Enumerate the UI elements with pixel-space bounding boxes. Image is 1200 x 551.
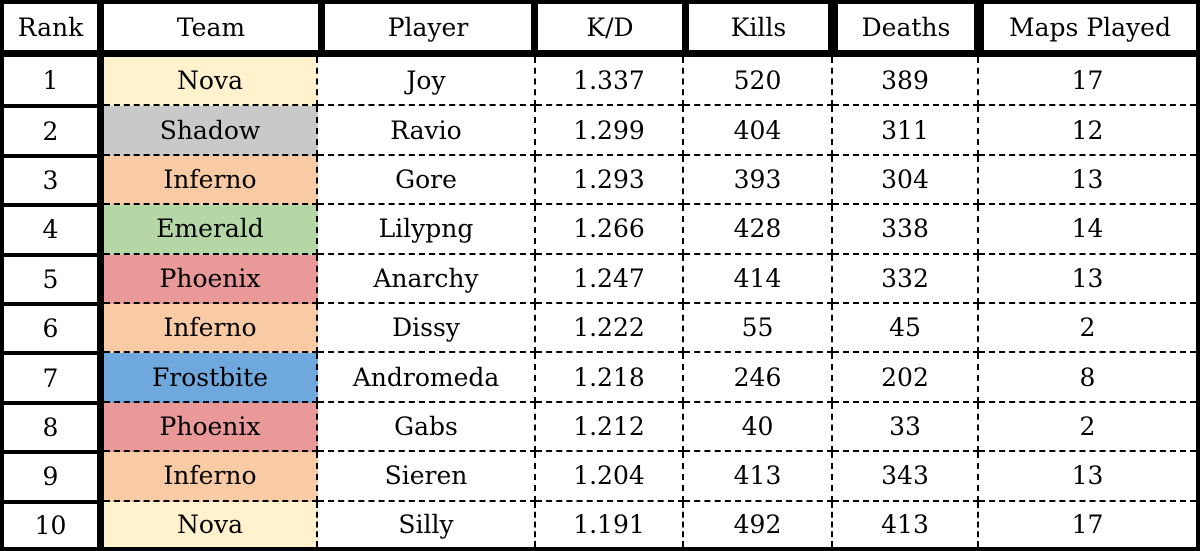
- cell-player: Gabs: [318, 402, 536, 453]
- cell-rank: 1: [4, 57, 97, 105]
- cell-team: Phoenix: [104, 254, 318, 304]
- cell-deaths: 202: [833, 353, 979, 403]
- cell-player: Joy: [318, 57, 536, 107]
- cell-kd: 1.293: [536, 155, 684, 206]
- cell-rank: 3: [4, 157, 97, 204]
- cell-kd: 1.222: [536, 304, 684, 354]
- cell-maps-played: 13: [979, 255, 1196, 304]
- cell-kills: 404: [684, 106, 833, 156]
- cell-team: Shadow: [104, 106, 318, 156]
- cell-player: Ravio: [318, 106, 536, 156]
- cell-kills: 246: [684, 353, 833, 403]
- column-header-kd: K/D: [538, 4, 682, 50]
- cell-team: Nova: [104, 57, 318, 107]
- cell-maps-played: 17: [979, 57, 1196, 107]
- column-header-team: Team: [104, 4, 318, 50]
- cell-deaths: 338: [833, 205, 979, 255]
- cell-player: Silly: [318, 501, 536, 547]
- cell-kills: 414: [684, 254, 833, 304]
- cell-rank: 5: [4, 256, 97, 302]
- cell-deaths: 45: [833, 304, 979, 354]
- cell-team: Inferno: [104, 452, 318, 502]
- cell-deaths: 413: [833, 501, 979, 547]
- column-header-rank: Rank: [4, 4, 97, 50]
- cell-rank: 4: [4, 207, 97, 253]
- cell-kills: 55: [684, 304, 833, 354]
- column-header-maps-played: Maps Played: [984, 4, 1196, 50]
- cell-maps-played: 8: [979, 353, 1196, 403]
- cell-kd: 1.212: [536, 402, 684, 453]
- cell-player: Gore: [318, 155, 536, 206]
- cell-rank: 6: [4, 306, 97, 352]
- cell-deaths: 33: [833, 402, 979, 453]
- cell-player: Andromeda: [318, 353, 536, 403]
- cell-team: Phoenix: [104, 402, 318, 453]
- cell-kills: 520: [684, 57, 833, 107]
- cell-kills: 393: [684, 155, 833, 206]
- cell-team: Inferno: [104, 155, 318, 206]
- cell-maps-played: 13: [979, 156, 1196, 206]
- cell-kd: 1.337: [536, 57, 684, 107]
- cell-maps-played: 13: [979, 452, 1196, 502]
- cell-maps-played: 17: [1071, 509, 1104, 539]
- cell-maps-played: 2: [979, 403, 1196, 453]
- cell-kd: 1.204: [536, 452, 684, 502]
- cell-kd: 1.299: [536, 106, 684, 156]
- cell-maps-played: 12: [979, 106, 1196, 156]
- cell-team: Emerald: [104, 205, 318, 255]
- cell-rank: 10: [4, 503, 97, 547]
- cell-team: Inferno: [104, 304, 318, 354]
- cell-rank: 9: [4, 454, 97, 500]
- cell-kd: 1.218: [536, 353, 684, 403]
- cell-player: Dissy: [318, 304, 536, 354]
- cell-kills: 492: [684, 501, 833, 547]
- cell-player: Lilypng: [318, 205, 536, 255]
- cell-maps-played: 2: [979, 304, 1196, 354]
- column-header-kills: Kills: [689, 4, 828, 50]
- cell-team: Nova: [104, 501, 318, 547]
- cell-kd: 1.247: [536, 254, 684, 304]
- cell-maps-played: 14: [979, 205, 1196, 255]
- column-header-player: Player: [325, 4, 531, 50]
- cell-deaths: 343: [833, 452, 979, 502]
- cell-kills: 413: [684, 452, 833, 502]
- cell-deaths: 304: [833, 155, 979, 206]
- cell-deaths: 311: [833, 106, 979, 156]
- cell-kd: 1.266: [536, 205, 684, 255]
- cell-deaths: 389: [833, 57, 979, 107]
- cell-kd: 1.191: [536, 501, 684, 547]
- cell-rank: 2: [4, 108, 97, 154]
- cell-deaths: 332: [833, 254, 979, 304]
- cell-player: Sieren: [318, 452, 536, 502]
- cell-rank: 7: [4, 355, 97, 401]
- cell-rank: 8: [4, 404, 97, 451]
- cell-kills: 40: [684, 402, 833, 453]
- column-header-deaths: Deaths: [838, 4, 974, 50]
- cell-player: Anarchy: [318, 254, 536, 304]
- cell-kills: 428: [684, 205, 833, 255]
- cell-team: Frostbite: [104, 353, 318, 403]
